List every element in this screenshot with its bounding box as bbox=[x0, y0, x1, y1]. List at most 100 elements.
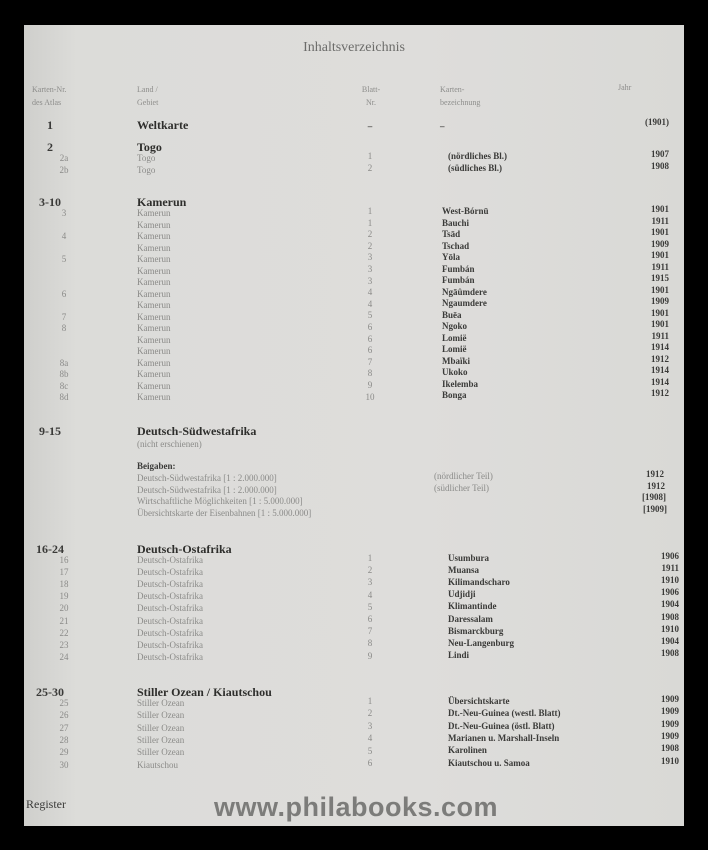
row-land: Kamerun bbox=[137, 369, 171, 379]
row-land: Kiautschou bbox=[137, 759, 178, 770]
register-link[interactable]: Register bbox=[26, 797, 66, 811]
section-title: Kamerun bbox=[137, 195, 187, 209]
row-blatt: 7 bbox=[367, 356, 373, 367]
row-bezeichnung: Dt.-Neu-Guinea (östl. Blatt) bbox=[448, 720, 555, 731]
row-blatt: 4 bbox=[367, 733, 373, 744]
row-bezeichnung: Ngoko bbox=[442, 321, 468, 331]
row-karten-nr: 8c bbox=[59, 380, 69, 391]
row-blatt: 6 bbox=[367, 345, 373, 356]
row-blatt: 9 bbox=[367, 650, 373, 661]
row-blatt: 1 bbox=[367, 206, 373, 216]
row-blatt: 2 bbox=[367, 708, 373, 719]
row-land: Deutsch-Ostafrika bbox=[137, 579, 203, 590]
row-jahr: 1911 bbox=[661, 563, 679, 574]
row-blatt: 9 bbox=[367, 380, 373, 390]
row-blatt: 4 bbox=[367, 589, 373, 600]
row-jahr: 1908 bbox=[661, 743, 679, 754]
section-bezeichnung: – bbox=[440, 121, 445, 131]
row-land: Deutsch-Ostafrika bbox=[137, 615, 203, 626]
row-karten-nr: 8b bbox=[59, 369, 69, 379]
row-karten-nr: 29 bbox=[59, 747, 69, 758]
row-bezeichnung: (südliches Bl.) bbox=[448, 163, 503, 173]
row-blatt: 2 bbox=[367, 565, 373, 576]
row-karten-nr: 4 bbox=[61, 231, 67, 241]
section-number: 3-10 bbox=[39, 195, 61, 209]
row-bezeichnung: Daressalam bbox=[448, 613, 493, 624]
row-jahr: 1914 bbox=[651, 342, 669, 352]
row-bezeichnung: Bismarckburg bbox=[448, 625, 504, 636]
row-land: Deutsch-Ostafrika bbox=[137, 555, 203, 565]
row-land: Kamerun bbox=[137, 334, 171, 345]
row-jahr: 1908 bbox=[651, 161, 669, 171]
row-bezeichnung: Bonga bbox=[442, 390, 467, 400]
row-bezeichnung: Ngaumdere bbox=[442, 298, 487, 308]
row-jahr: 1901 bbox=[651, 284, 669, 295]
row-land: Kamerun bbox=[137, 392, 171, 402]
row-jahr: 1901 bbox=[651, 319, 669, 329]
row-bezeichnung: Ikelemba bbox=[442, 378, 478, 389]
row-karten-nr: 8 bbox=[61, 323, 67, 333]
row-blatt: 8 bbox=[367, 368, 373, 379]
row-jahr: 1901 bbox=[651, 204, 669, 214]
row-blatt: 5 bbox=[367, 601, 373, 612]
row-karten-nr: 3 bbox=[61, 208, 67, 218]
row-jahr: 1908 bbox=[661, 647, 679, 658]
row-karten-nr: 23 bbox=[59, 639, 69, 650]
row-bezeichnung: Bauchi bbox=[442, 217, 470, 228]
row-blatt: 6 bbox=[367, 614, 373, 624]
row-karten-nr: 8d bbox=[59, 392, 69, 402]
row-bezeichnung: Muansa bbox=[448, 565, 480, 576]
row-karten-nr: 8a bbox=[59, 357, 69, 368]
row-blatt: 3 bbox=[367, 275, 373, 286]
row-karten-nr: 25 bbox=[59, 698, 69, 708]
row-blatt: 3 bbox=[367, 264, 373, 274]
row-bezeichnung: Yōla bbox=[442, 252, 460, 262]
row-jahr: 1912 bbox=[651, 353, 669, 364]
row-blatt: 6 bbox=[367, 758, 373, 768]
row-jahr: 1911 bbox=[651, 215, 669, 226]
row-blatt: 5 bbox=[367, 310, 373, 321]
section-title: Weltkarte bbox=[137, 118, 189, 132]
row-bezeichnung: Fumbán bbox=[442, 263, 475, 274]
row-blatt: 3 bbox=[367, 577, 373, 588]
page-title: Inhaltsverzeichnis bbox=[303, 40, 405, 55]
section-jahr: (1901) bbox=[645, 117, 669, 127]
row-blatt: 2 bbox=[367, 240, 373, 251]
row-bezeichnung: (nördliches Bl.) bbox=[448, 151, 508, 161]
row-jahr: 1909 bbox=[651, 296, 669, 306]
beigabe-bezeichnung: (nördlicher Teil) bbox=[434, 471, 493, 481]
row-karten-nr: 7 bbox=[61, 311, 67, 322]
row-land: Stiller Ozean bbox=[137, 698, 185, 708]
row-jahr: 1914 bbox=[651, 365, 669, 375]
beigaben-label: Beigaben: bbox=[137, 461, 176, 471]
row-land: Stiller Ozean bbox=[137, 722, 185, 733]
row-blatt: 6 bbox=[367, 322, 373, 332]
row-blatt: 7 bbox=[367, 626, 373, 637]
section-number: 9-15 bbox=[39, 424, 61, 438]
row-karten-nr: 21 bbox=[59, 615, 69, 626]
row-jahr: 1912 bbox=[651, 388, 669, 398]
row-blatt: 2 bbox=[367, 163, 373, 174]
row-bezeichnung: Kilimandscharo bbox=[448, 577, 510, 588]
header-bezeichnung: Karten-bezeichnung bbox=[440, 85, 481, 107]
beigabe-bezeichnung: (südlicher Teil) bbox=[434, 482, 489, 493]
row-jahr: 1906 bbox=[661, 551, 679, 561]
row-land: Deutsch-Ostafrika bbox=[137, 603, 203, 614]
row-land: Togo bbox=[137, 153, 156, 163]
row-jahr: 1909 bbox=[661, 730, 679, 741]
row-blatt: 1 bbox=[367, 217, 373, 228]
row-jahr: 1909 bbox=[661, 706, 679, 717]
row-jahr: 1915 bbox=[651, 273, 669, 283]
row-land: Deutsch-Ostafrika bbox=[137, 627, 203, 638]
row-land: Deutsch-Ostafrika bbox=[137, 639, 203, 650]
section-title: Togo bbox=[137, 140, 162, 154]
row-blatt: 2 bbox=[367, 229, 373, 240]
row-jahr: 1904 bbox=[661, 599, 679, 610]
row-karten-nr: 30 bbox=[59, 759, 69, 770]
row-bezeichnung: Klimantinde bbox=[448, 601, 497, 612]
row-land: Kamerun bbox=[137, 208, 171, 218]
row-land: Kamerun bbox=[137, 380, 171, 391]
row-karten-nr: 18 bbox=[59, 579, 69, 590]
row-blatt: 6 bbox=[367, 333, 373, 344]
row-land: Deutsch-Ostafrika bbox=[137, 567, 203, 578]
